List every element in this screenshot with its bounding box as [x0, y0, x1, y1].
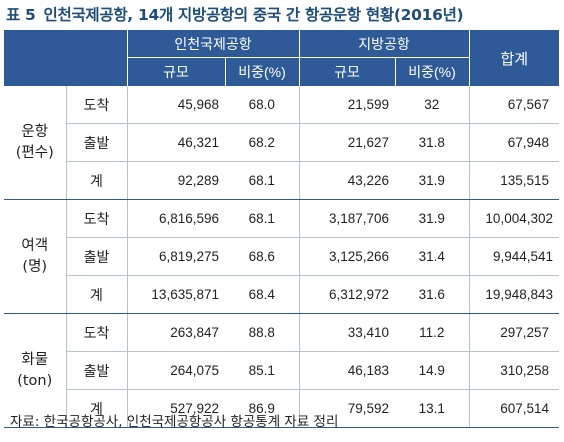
total-cell: 9,944,541 [469, 237, 559, 276]
category-cell: 화물 (ton) [4, 313, 67, 428]
row-type: 도착 [66, 313, 128, 352]
local-share-cell: 31.9 [395, 199, 470, 238]
row-type: 출발 [66, 351, 128, 390]
total-cell: 297,257 [469, 313, 559, 352]
total-cell: 135,515 [469, 161, 559, 200]
incheon-share-cell: 68.0 [225, 86, 300, 124]
row-type: 출발 [66, 123, 128, 162]
total-cell: 10,004,302 [469, 199, 559, 238]
table-row: 여객 (명) 도착 6,816,596 68.1 3,187,706 31.9 1… [4, 199, 559, 314]
category-cell: 운항 (편수) [4, 86, 67, 200]
header-local-share: 비중(%) [394, 57, 469, 86]
row-type: 계 [66, 389, 128, 428]
row-type: 계 [66, 161, 128, 200]
table-row: 계 13,635,871 68.4 6,312,972 31.6 19,948,… [4, 275, 559, 314]
category-unit: (편수) [15, 144, 54, 161]
category-name: 운항 [21, 123, 49, 140]
row-type: 도착 [66, 86, 128, 124]
incheon-share-cell: 68.1 [225, 199, 300, 238]
table-row: 화물 (ton) 도착 263,847 88.8 33,410 11.2 297,… [4, 313, 559, 428]
incheon-scale-cell: 92,289 [127, 161, 225, 200]
row-type: 출발 [66, 237, 128, 276]
category-name: 화물 [21, 351, 49, 368]
local-share-cell: 13.1 [395, 389, 470, 428]
local-share-cell: 11.2 [395, 313, 470, 352]
local-scale-cell: 21,599 [299, 86, 395, 124]
total-cell: 607,514 [469, 389, 559, 428]
incheon-share-cell: 85.1 [225, 351, 300, 390]
local-scale-cell: 6,312,972 [299, 275, 395, 314]
incheon-share-cell: 68.1 [225, 161, 300, 200]
total-cell: 67,567 [469, 86, 559, 124]
category-unit: (ton) [17, 372, 53, 389]
table-row: 계 527,922 86.9 79,592 13.1 607,514 [4, 389, 559, 428]
table-title: 인천국제공항, 14개 지방공항의 중국 간 항공운항 현황(2016년) [43, 6, 464, 24]
local-scale-cell: 3,187,706 [299, 199, 395, 238]
local-share-cell: 14.9 [395, 351, 470, 390]
header-local-scale: 규모 [298, 57, 395, 86]
header-local: 지방공항 [298, 30, 469, 58]
incheon-scale-cell: 527,922 [127, 389, 225, 428]
local-scale-cell: 79,592 [299, 389, 395, 428]
incheon-scale-cell: 13,635,871 [127, 275, 225, 314]
table-row: 출발 264,075 85.1 46,183 14.9 310,258 [4, 351, 559, 390]
local-share-cell: 31.9 [395, 161, 470, 200]
table-number: 표 5 [6, 6, 36, 24]
incheon-share-cell: 88.8 [225, 313, 300, 352]
incheon-share-cell: 68.6 [225, 237, 300, 276]
local-share-cell: 31.8 [395, 123, 470, 162]
source-note: 자료: 한국공항공사, 인천국제공항공사 항공통계 자료 정리 [10, 414, 339, 430]
table-caption: 표 5 인천국제공항, 14개 지방공항의 중국 간 항공운항 현황(2016년) [6, 2, 464, 28]
category-name: 여객 [21, 237, 49, 254]
local-scale-cell: 43,226 [299, 161, 395, 200]
header-total: 합계 [468, 30, 559, 86]
local-share-cell: 32 [395, 86, 470, 124]
local-scale-cell: 21,627 [299, 123, 395, 162]
incheon-scale-cell: 6,819,275 [127, 237, 225, 276]
category-unit: (명) [22, 258, 48, 275]
category-cell: 여객 (명) [4, 199, 67, 314]
header-incheon: 인천국제공항 [126, 30, 299, 58]
local-share-cell: 31.6 [395, 275, 470, 314]
local-scale-cell: 3,125,266 [299, 237, 395, 276]
table-row: 계 92,289 68.1 43,226 31.9 135,515 [4, 161, 559, 200]
local-scale-cell: 33,410 [299, 313, 395, 352]
table-row: 운항 (편수) 도착 45,968 68.0 21,599 32 67,567 [4, 86, 559, 200]
total-cell: 67,948 [469, 123, 559, 162]
header-incheon-scale: 규모 [126, 57, 225, 86]
incheon-share-cell: 68.4 [225, 275, 300, 314]
incheon-share-cell: 86.9 [225, 389, 300, 428]
incheon-scale-cell: 264,075 [127, 351, 225, 390]
row-type: 도착 [66, 199, 128, 238]
incheon-share-cell: 68.2 [225, 123, 300, 162]
incheon-scale-cell: 6,816,596 [127, 199, 225, 238]
table-row: 출발 46,321 68.2 21,627 31.8 67,948 [4, 123, 559, 162]
incheon-scale-cell: 45,968 [127, 86, 225, 124]
local-share-cell: 31.4 [395, 237, 470, 276]
incheon-scale-cell: 263,847 [127, 313, 225, 352]
header-incheon-share: 비중(%) [224, 57, 299, 86]
total-cell: 19,948,843 [469, 275, 559, 314]
incheon-scale-cell: 46,321 [127, 123, 225, 162]
table-row: 출발 6,819,275 68.6 3,125,266 31.4 9,944,5… [4, 237, 559, 276]
header-blank [4, 30, 127, 86]
local-scale-cell: 46,183 [299, 351, 395, 390]
aviation-stats-table: 인천국제공항 지방공항 합계 규모 비중(%) 규모 비중(%) 운항 (편수) … [4, 30, 559, 428]
row-type: 계 [66, 275, 128, 314]
total-cell: 310,258 [469, 351, 559, 390]
